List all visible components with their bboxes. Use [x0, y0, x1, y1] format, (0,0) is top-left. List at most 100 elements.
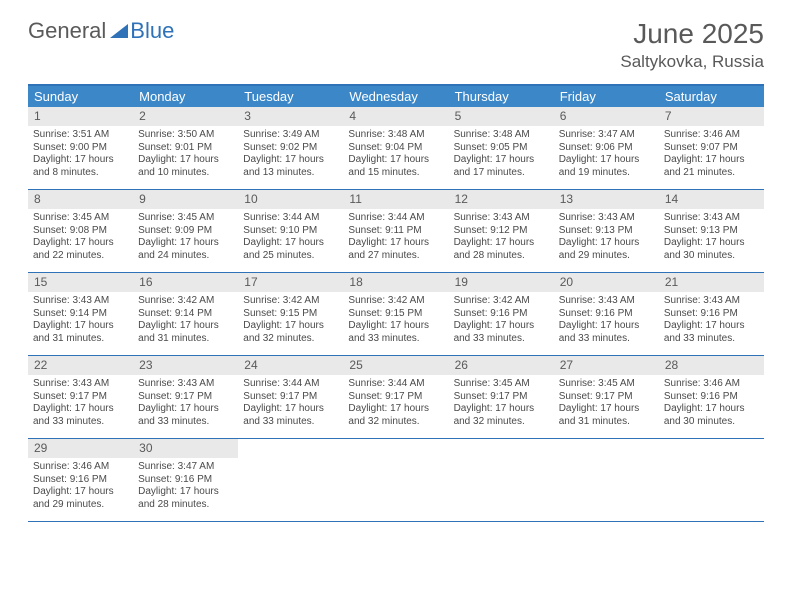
title-location: Saltykovka, Russia: [620, 52, 764, 72]
daylight-text-2: and 33 minutes.: [454, 333, 549, 346]
day-number: 25: [343, 356, 448, 375]
sunset-text: Sunset: 9:10 PM: [243, 225, 338, 238]
sunrise-text: Sunrise: 3:44 AM: [348, 378, 443, 391]
day-number: 28: [659, 356, 764, 375]
day-number: 6: [554, 107, 659, 126]
daylight-text-2: and 28 minutes.: [454, 250, 549, 263]
day-cell: 13Sunrise: 3:43 AMSunset: 9:13 PMDayligh…: [554, 190, 659, 272]
day-number: 16: [133, 273, 238, 292]
day-body: Sunrise: 3:50 AMSunset: 9:01 PMDaylight:…: [133, 126, 238, 184]
day-number: 8: [28, 190, 133, 209]
day-number: 10: [238, 190, 343, 209]
sunrise-text: Sunrise: 3:43 AM: [33, 295, 128, 308]
day-body: Sunrise: 3:44 AMSunset: 9:11 PMDaylight:…: [343, 209, 448, 267]
day-body: Sunrise: 3:45 AMSunset: 9:09 PMDaylight:…: [133, 209, 238, 267]
sunset-text: Sunset: 9:16 PM: [664, 308, 759, 321]
day-number: 1: [28, 107, 133, 126]
day-cell: 2Sunrise: 3:50 AMSunset: 9:01 PMDaylight…: [133, 107, 238, 189]
sunrise-text: Sunrise: 3:43 AM: [138, 378, 233, 391]
daylight-text-1: Daylight: 17 hours: [33, 486, 128, 499]
daylight-text-2: and 33 minutes.: [243, 416, 338, 429]
day-number: 4: [343, 107, 448, 126]
dow-monday: Monday: [133, 86, 238, 107]
day-number: 29: [28, 439, 133, 458]
sunrise-text: Sunrise: 3:49 AM: [243, 129, 338, 142]
sunrise-text: Sunrise: 3:42 AM: [454, 295, 549, 308]
day-number: 14: [659, 190, 764, 209]
day-cell: 26Sunrise: 3:45 AMSunset: 9:17 PMDayligh…: [449, 356, 554, 438]
sunrise-text: Sunrise: 3:44 AM: [243, 212, 338, 225]
day-number: 18: [343, 273, 448, 292]
daylight-text-2: and 33 minutes.: [138, 416, 233, 429]
day-body: Sunrise: 3:45 AMSunset: 9:17 PMDaylight:…: [449, 375, 554, 433]
sunset-text: Sunset: 9:07 PM: [664, 142, 759, 155]
daylight-text-1: Daylight: 17 hours: [348, 403, 443, 416]
daylight-text-1: Daylight: 17 hours: [664, 320, 759, 333]
day-body: Sunrise: 3:45 AMSunset: 9:08 PMDaylight:…: [28, 209, 133, 267]
day-number: 15: [28, 273, 133, 292]
daylight-text-2: and 33 minutes.: [33, 416, 128, 429]
sunset-text: Sunset: 9:16 PM: [138, 474, 233, 487]
sunset-text: Sunset: 9:17 PM: [33, 391, 128, 404]
calendar: SundayMondayTuesdayWednesdayThursdayFrid…: [28, 84, 764, 522]
sunset-text: Sunset: 9:14 PM: [138, 308, 233, 321]
day-body: Sunrise: 3:51 AMSunset: 9:00 PMDaylight:…: [28, 126, 133, 184]
day-cell: 30Sunrise: 3:47 AMSunset: 9:16 PMDayligh…: [133, 439, 238, 521]
day-body: Sunrise: 3:43 AMSunset: 9:13 PMDaylight:…: [659, 209, 764, 267]
day-cell: 18Sunrise: 3:42 AMSunset: 9:15 PMDayligh…: [343, 273, 448, 355]
sunrise-text: Sunrise: 3:45 AM: [138, 212, 233, 225]
day-number: 30: [133, 439, 238, 458]
sunset-text: Sunset: 9:04 PM: [348, 142, 443, 155]
daylight-text-1: Daylight: 17 hours: [138, 154, 233, 167]
day-body: Sunrise: 3:43 AMSunset: 9:16 PMDaylight:…: [659, 292, 764, 350]
daylight-text-2: and 31 minutes.: [559, 416, 654, 429]
daylight-text-1: Daylight: 17 hours: [348, 154, 443, 167]
daylight-text-1: Daylight: 17 hours: [243, 403, 338, 416]
dow-thursday: Thursday: [449, 86, 554, 107]
daylight-text-2: and 17 minutes.: [454, 167, 549, 180]
day-body: Sunrise: 3:46 AMSunset: 9:16 PMDaylight:…: [659, 375, 764, 433]
sunset-text: Sunset: 9:16 PM: [33, 474, 128, 487]
daylight-text-2: and 33 minutes.: [559, 333, 654, 346]
day-body: Sunrise: 3:44 AMSunset: 9:10 PMDaylight:…: [238, 209, 343, 267]
sunset-text: Sunset: 9:17 PM: [243, 391, 338, 404]
day-number: 26: [449, 356, 554, 375]
sunrise-text: Sunrise: 3:47 AM: [138, 461, 233, 474]
day-body: Sunrise: 3:44 AMSunset: 9:17 PMDaylight:…: [343, 375, 448, 433]
day-number: 5: [449, 107, 554, 126]
daylight-text-1: Daylight: 17 hours: [559, 154, 654, 167]
title-month: June 2025: [620, 18, 764, 50]
day-body: Sunrise: 3:47 AMSunset: 9:06 PMDaylight:…: [554, 126, 659, 184]
daylight-text-2: and 25 minutes.: [243, 250, 338, 263]
day-cell: 1Sunrise: 3:51 AMSunset: 9:00 PMDaylight…: [28, 107, 133, 189]
day-empty: [343, 439, 448, 521]
week-row: 8Sunrise: 3:45 AMSunset: 9:08 PMDaylight…: [28, 190, 764, 273]
week-row: 1Sunrise: 3:51 AMSunset: 9:00 PMDaylight…: [28, 107, 764, 190]
day-body: Sunrise: 3:49 AMSunset: 9:02 PMDaylight:…: [238, 126, 343, 184]
daylight-text-1: Daylight: 17 hours: [664, 403, 759, 416]
sunset-text: Sunset: 9:16 PM: [559, 308, 654, 321]
sunset-text: Sunset: 9:09 PM: [138, 225, 233, 238]
day-cell: 10Sunrise: 3:44 AMSunset: 9:10 PMDayligh…: [238, 190, 343, 272]
day-cell: 22Sunrise: 3:43 AMSunset: 9:17 PMDayligh…: [28, 356, 133, 438]
sunrise-text: Sunrise: 3:43 AM: [664, 295, 759, 308]
daylight-text-1: Daylight: 17 hours: [138, 403, 233, 416]
logo-text-blue: Blue: [130, 18, 174, 44]
day-cell: 20Sunrise: 3:43 AMSunset: 9:16 PMDayligh…: [554, 273, 659, 355]
header: General Blue June 2025 Saltykovka, Russi…: [28, 18, 764, 72]
sunrise-text: Sunrise: 3:44 AM: [348, 212, 443, 225]
daylight-text-2: and 10 minutes.: [138, 167, 233, 180]
daylight-text-1: Daylight: 17 hours: [454, 403, 549, 416]
daylight-text-1: Daylight: 17 hours: [33, 403, 128, 416]
daylight-text-2: and 27 minutes.: [348, 250, 443, 263]
sunset-text: Sunset: 9:13 PM: [664, 225, 759, 238]
daylight-text-1: Daylight: 17 hours: [664, 237, 759, 250]
day-cell: 7Sunrise: 3:46 AMSunset: 9:07 PMDaylight…: [659, 107, 764, 189]
daylight-text-1: Daylight: 17 hours: [33, 154, 128, 167]
daylight-text-1: Daylight: 17 hours: [348, 237, 443, 250]
day-cell: 25Sunrise: 3:44 AMSunset: 9:17 PMDayligh…: [343, 356, 448, 438]
day-body: Sunrise: 3:42 AMSunset: 9:15 PMDaylight:…: [238, 292, 343, 350]
day-number: 7: [659, 107, 764, 126]
day-empty: [554, 439, 659, 521]
sunset-text: Sunset: 9:16 PM: [454, 308, 549, 321]
